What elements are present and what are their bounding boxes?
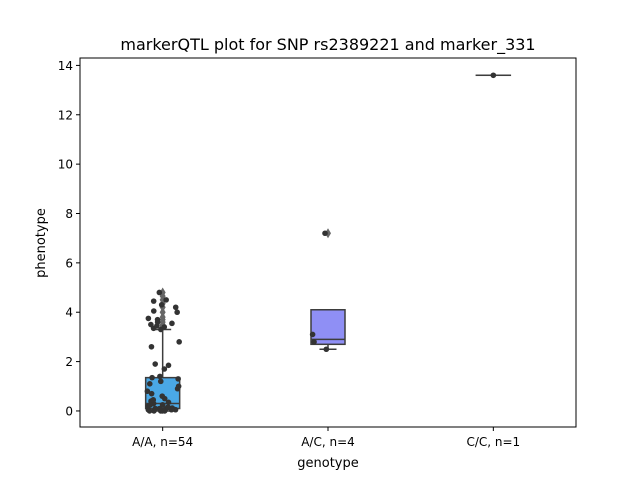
data-point <box>309 331 316 338</box>
y-tick-label: 8 <box>65 207 73 221</box>
data-point <box>176 339 182 345</box>
plot-area: 0 2 4 6 8 10 12 14 A/A, n=54 A/C, n=4 C/C, n=1 <box>58 57 577 449</box>
data-point <box>174 309 180 316</box>
data-point <box>150 308 157 314</box>
y-tick-label: 12 <box>58 108 73 122</box>
data-point <box>175 383 182 390</box>
box-iqr <box>310 309 346 346</box>
data-point <box>146 381 153 387</box>
data-point <box>148 321 154 328</box>
data-point <box>157 378 164 385</box>
data-point <box>165 399 172 406</box>
data-point <box>169 320 175 327</box>
outlier-marker <box>325 228 331 239</box>
data-point <box>145 315 152 322</box>
y-tick-label: 10 <box>58 158 73 172</box>
x-axis-label: genotype <box>297 456 358 471</box>
y-axis-label: phenotype <box>34 208 49 278</box>
data-point <box>149 374 155 381</box>
data-point <box>163 297 169 303</box>
y-tick-label: 14 <box>58 59 73 73</box>
data-point <box>323 346 330 353</box>
data-point <box>172 304 179 311</box>
data-point <box>159 393 166 399</box>
x-tick-label: C/C, n=1 <box>466 435 520 449</box>
data-point <box>144 388 151 395</box>
x-tick-label: A/C, n=4 <box>301 435 355 449</box>
data-point <box>152 405 159 412</box>
data-point <box>152 361 159 367</box>
data-point <box>150 397 157 403</box>
data-point <box>175 376 181 382</box>
data-point <box>148 390 155 397</box>
plot-frame <box>79 57 577 428</box>
outlier-marker <box>159 287 166 298</box>
y-tick-label: 2 <box>65 355 73 369</box>
data-point <box>157 373 163 380</box>
data-point <box>158 302 165 308</box>
data-point <box>159 401 166 408</box>
chart-title: markerQTL plot for SNP rs2389221 and mar… <box>120 35 535 55</box>
data-point <box>147 401 154 408</box>
data-point <box>165 404 171 411</box>
data-point <box>165 362 172 369</box>
data-point <box>154 316 161 323</box>
y-tick-label: 0 <box>65 404 73 418</box>
data-point <box>161 366 168 372</box>
data-point <box>161 324 168 330</box>
y-tick-label: 6 <box>65 256 73 270</box>
data-point <box>156 289 163 296</box>
data-point <box>311 339 317 345</box>
data-point <box>150 298 157 304</box>
data-point <box>322 230 328 237</box>
data-point <box>490 72 497 79</box>
x-tick-label: A/A, n=54 <box>132 435 193 449</box>
data-point <box>148 343 155 350</box>
y-tick-label: 4 <box>65 306 73 320</box>
